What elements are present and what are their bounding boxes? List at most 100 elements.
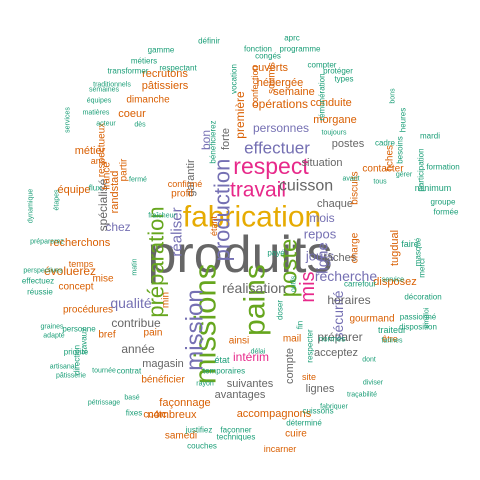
cloud-word: pâtissiers bbox=[142, 80, 189, 92]
cloud-word: produits bbox=[148, 226, 333, 284]
cloud-word: types bbox=[334, 75, 353, 84]
cloud-word: partir bbox=[119, 158, 130, 181]
cloud-word: mise bbox=[92, 274, 114, 285]
cloud-word: acteur bbox=[96, 121, 116, 128]
cloud-word: compter bbox=[308, 61, 337, 70]
cloud-word: intérim bbox=[233, 350, 269, 364]
cloud-word: masqué bbox=[414, 237, 423, 266]
cloud-word: gourmand bbox=[349, 314, 394, 325]
cloud-word: services bbox=[65, 107, 72, 133]
cloud-word: avantages bbox=[215, 389, 266, 401]
cloud-word: contacter bbox=[362, 164, 404, 175]
cloud-word: ligne bbox=[315, 242, 332, 274]
cloud-word: concept bbox=[58, 282, 93, 293]
cloud-word: confection bbox=[250, 65, 260, 106]
cloud-word: hébergée bbox=[257, 77, 304, 89]
cloud-word: compte bbox=[284, 348, 296, 384]
cloud-word: randstad bbox=[109, 171, 121, 214]
cloud-word: traiteur bbox=[378, 325, 406, 335]
cloud-word: tous bbox=[373, 179, 387, 186]
cloud-word: dynamique bbox=[28, 189, 35, 223]
cloud-word: morgane bbox=[313, 114, 356, 126]
cloud-word: fraîcheur bbox=[148, 213, 176, 220]
cloud-word: formation bbox=[426, 163, 459, 172]
cloud-word: chaque bbox=[317, 198, 353, 210]
cloud-word: soumis bbox=[267, 62, 278, 94]
cloud-word: participation bbox=[417, 148, 426, 191]
cloud-word: confirmé bbox=[168, 179, 203, 189]
cloud-word: qualité bbox=[110, 295, 151, 311]
cloud-word: perspectives bbox=[23, 268, 63, 275]
cloud-word: mission bbox=[182, 289, 209, 370]
cloud-word: conduite bbox=[310, 97, 352, 109]
cloud-word: formée bbox=[434, 208, 459, 217]
cloud-word: tâches bbox=[324, 252, 357, 264]
cloud-word: effectuer bbox=[244, 139, 310, 158]
cloud-word: fermé bbox=[129, 177, 147, 184]
cloud-word: étapes bbox=[54, 189, 61, 211]
cloud-word: diviser bbox=[363, 380, 384, 387]
cloud-word: définir bbox=[198, 37, 220, 46]
cloud-word: bénéficier bbox=[141, 375, 185, 386]
cloud-word: direction bbox=[73, 345, 82, 375]
cloud-word: programme bbox=[280, 45, 321, 54]
cloud-word: préparer bbox=[317, 330, 362, 344]
cloud-word: recrutons bbox=[142, 68, 188, 80]
cloud-word: fiches bbox=[385, 145, 396, 171]
cloud-word: cadre bbox=[375, 139, 396, 148]
cloud-word: contrat bbox=[117, 367, 142, 376]
cloud-word: forte bbox=[220, 128, 232, 150]
cloud-word: magasin bbox=[142, 358, 184, 370]
cloud-word: état bbox=[214, 355, 230, 365]
cloud-word: respecter bbox=[306, 329, 315, 363]
cloud-word: disposez bbox=[373, 276, 416, 288]
cloud-word: effectuez bbox=[22, 277, 54, 286]
cloud-word: biscuits bbox=[350, 171, 361, 204]
cloud-word: tournée bbox=[92, 368, 116, 375]
cloud-word: être bbox=[382, 334, 398, 344]
cloud-word: métier bbox=[75, 145, 106, 157]
cloud-word: poste bbox=[276, 239, 303, 298]
cloud-word: décoration bbox=[404, 293, 441, 302]
cloud-word: personne bbox=[62, 325, 96, 334]
cloud-word: faire bbox=[401, 239, 419, 249]
cloud-word: emploi bbox=[424, 307, 431, 328]
cloud-word: minimum bbox=[415, 183, 452, 193]
cloud-word: fin bbox=[296, 321, 305, 329]
cloud-word: façonner bbox=[220, 426, 251, 435]
cloud-word: site bbox=[302, 372, 316, 382]
cloud-word: ans bbox=[91, 156, 106, 166]
cloud-word: graines bbox=[41, 324, 64, 331]
cloud-word: missions bbox=[188, 264, 223, 385]
cloud-word: sécurité bbox=[330, 290, 346, 339]
cloud-word: avant bbox=[342, 176, 359, 183]
cloud-word: payé bbox=[267, 249, 285, 258]
cloud-word: déterminé bbox=[286, 419, 322, 428]
cloud-word: lignes bbox=[306, 383, 335, 395]
cloud-word: contribue bbox=[111, 316, 161, 330]
cloud-word: façonnage bbox=[159, 397, 210, 409]
cloud-word: gérer bbox=[396, 172, 413, 179]
cloud-word: matin bbox=[132, 258, 139, 275]
cloud-word: gamme bbox=[148, 46, 175, 55]
cloud-word: procédures bbox=[63, 305, 113, 316]
cloud-word: normes bbox=[319, 335, 346, 344]
cloud-word: besoins bbox=[396, 136, 405, 164]
cloud-word: doser bbox=[276, 300, 285, 320]
cloud-word: cuire bbox=[285, 429, 307, 440]
cloud-word: évoluerez bbox=[44, 264, 96, 278]
cloud-word: techniques bbox=[217, 433, 256, 442]
cloud-word: samedi bbox=[165, 431, 197, 442]
cloud-word: situation bbox=[302, 157, 343, 169]
cloud-word: dimanche bbox=[126, 95, 170, 106]
cloud-word: merci bbox=[418, 258, 427, 278]
cloud-word: groupe bbox=[431, 198, 456, 207]
cloud-word: fonction bbox=[244, 45, 272, 54]
cloud-word: aprc bbox=[284, 34, 300, 43]
cloud-word: travail bbox=[230, 179, 286, 202]
cloud-word: réaliser bbox=[169, 207, 186, 256]
cloud-word: année bbox=[121, 342, 155, 356]
cloud-word: mis bbox=[297, 271, 319, 302]
cloud-word: fabrication bbox=[183, 201, 321, 234]
